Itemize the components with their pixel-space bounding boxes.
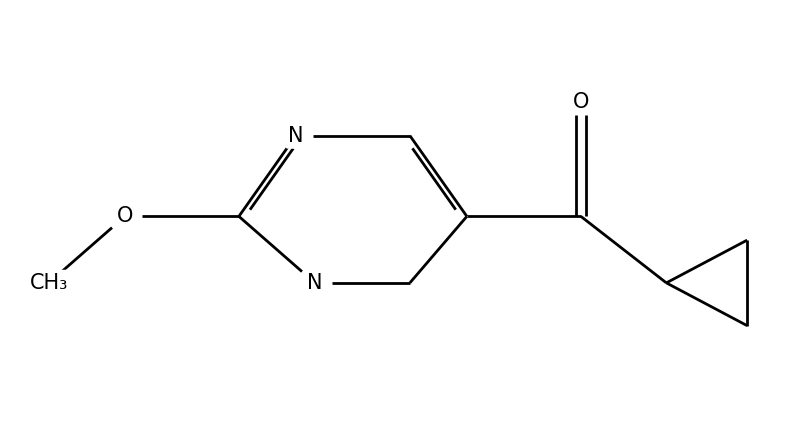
Text: O: O xyxy=(117,206,133,226)
Text: N: N xyxy=(307,273,322,293)
Text: CH₃: CH₃ xyxy=(29,273,68,293)
Text: O: O xyxy=(572,92,589,113)
Text: N: N xyxy=(288,126,303,146)
